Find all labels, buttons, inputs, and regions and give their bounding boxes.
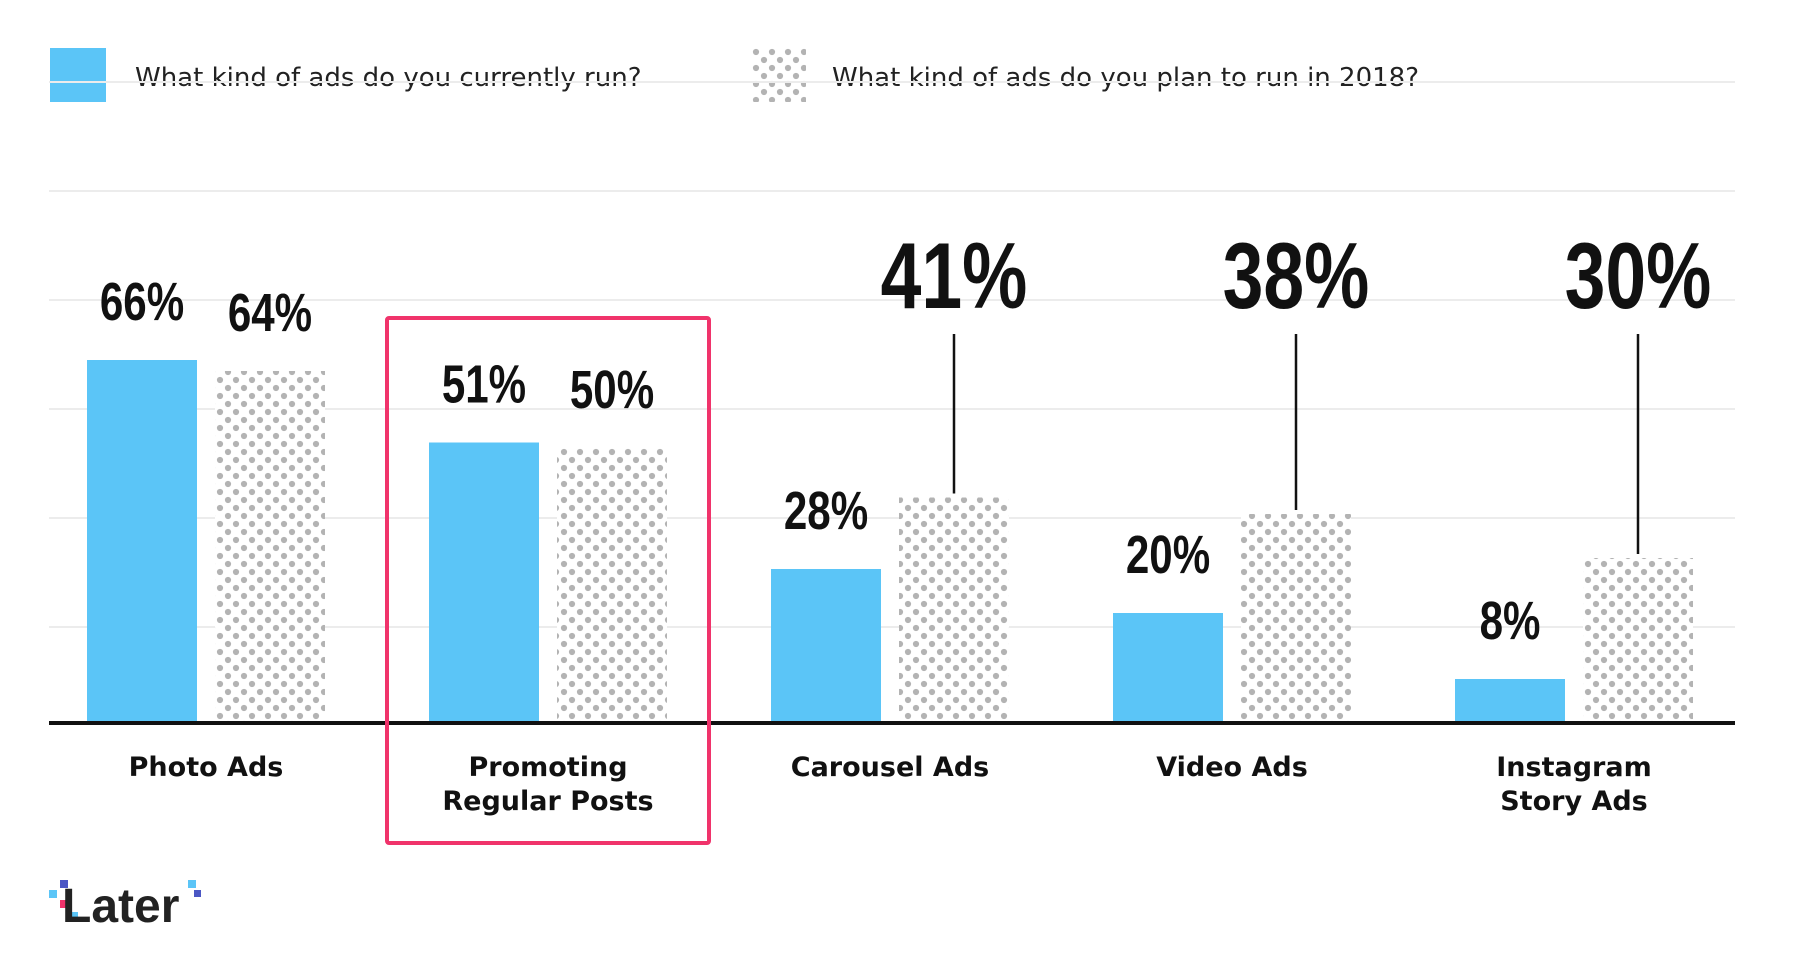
bars <box>87 360 1693 723</box>
bar-current <box>1113 613 1223 723</box>
bar-current <box>429 442 539 723</box>
category-label: Regular Posts <box>442 786 653 817</box>
highlight-box <box>385 316 711 845</box>
legend-swatch-planned <box>752 48 806 102</box>
logo-pixel-square <box>188 880 196 888</box>
value-labels: 66% 64% 51% 50% 28% 41% 20% 38% 8% 30% <box>100 223 1711 651</box>
value-label-current: 28% <box>784 481 868 541</box>
bar-current <box>87 360 197 723</box>
legend: What kind of ads do you currently run? W… <box>50 48 1419 102</box>
logo-pixel-square <box>194 890 201 897</box>
later-logo: Later <box>49 880 201 933</box>
logo-pixel-square <box>49 890 57 898</box>
logo-pixel-square <box>60 880 68 888</box>
category-label: Video Ads <box>1156 752 1308 783</box>
category-label: Photo Ads <box>129 752 284 783</box>
value-label-current: 51% <box>442 355 526 415</box>
value-label-planned: 30% <box>1565 223 1712 328</box>
category-label: Instagram <box>1496 752 1651 783</box>
legend-label-current: What kind of ads do you currently run? <box>135 63 642 93</box>
value-label-planned: 64% <box>228 283 312 343</box>
value-label-planned: 41% <box>881 223 1028 328</box>
logo-text: Later <box>62 880 179 933</box>
category-label: Story Ads <box>1500 786 1648 817</box>
legend-swatch-current <box>50 48 106 102</box>
bar-current <box>1455 679 1565 723</box>
gridlines <box>49 81 1735 628</box>
value-label-current: 20% <box>1126 525 1210 585</box>
logo-pixel-square <box>70 912 78 920</box>
value-label-current: 66% <box>100 272 184 332</box>
bar-current <box>771 569 881 723</box>
logo-pixel-square <box>60 900 68 908</box>
legend-label-planned: What kind of ads do you plan to run in 2… <box>832 63 1419 93</box>
bar-planned <box>215 371 325 723</box>
category-label: Carousel Ads <box>791 752 989 783</box>
value-label-current: 8% <box>1480 591 1541 651</box>
value-label-planned: 50% <box>570 360 654 420</box>
value-label-planned: 38% <box>1223 223 1370 328</box>
bar-planned <box>1583 558 1693 723</box>
callout-lines <box>952 334 1640 554</box>
category-label: Promoting <box>468 752 627 783</box>
bar-planned <box>1241 514 1351 723</box>
bar-planned <box>899 497 1009 723</box>
bar-planned <box>557 448 667 723</box>
